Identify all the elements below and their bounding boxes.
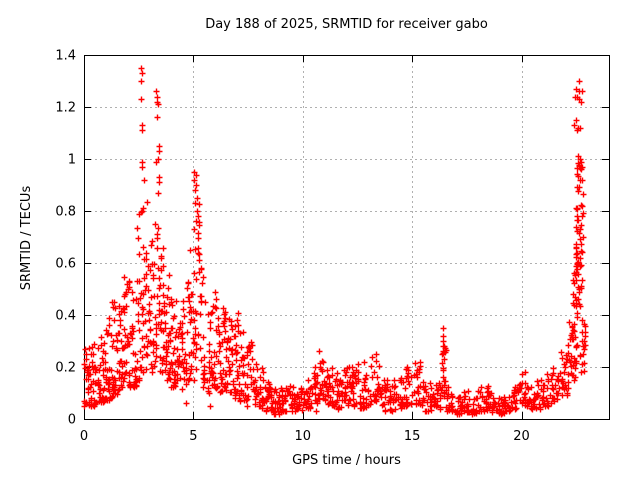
- y-tick-label: 0.6: [55, 257, 76, 272]
- x-tick-label: 0: [80, 429, 88, 444]
- y-tick-label: 0: [68, 413, 76, 428]
- x-tick-label: 15: [404, 429, 421, 444]
- chart-title: Day 188 of 2025, SRMTID for receiver gab…: [205, 17, 488, 32]
- y-tick-label: 1.2: [55, 101, 76, 116]
- y-tick-label: 1: [68, 153, 76, 168]
- y-tick-label: 1.4: [55, 49, 76, 64]
- x-tick-labels: 0 5 10 15 20: [80, 429, 530, 444]
- y-tick-label: 0.4: [55, 309, 76, 324]
- x-tick-label: 20: [513, 429, 530, 444]
- x-tick-label: 5: [189, 429, 197, 444]
- x-tick-label: 10: [294, 429, 311, 444]
- y-tick-label: 0.2: [55, 361, 76, 376]
- y-tick-label: 0.8: [55, 205, 76, 220]
- data-points: [81, 65, 589, 418]
- x-axis-label: GPS time / hours: [292, 453, 401, 468]
- y-tick-labels: 0 0.2 0.4 0.6 0.8 1 1.2 1.4: [55, 49, 76, 428]
- plot-border: [84, 55, 610, 420]
